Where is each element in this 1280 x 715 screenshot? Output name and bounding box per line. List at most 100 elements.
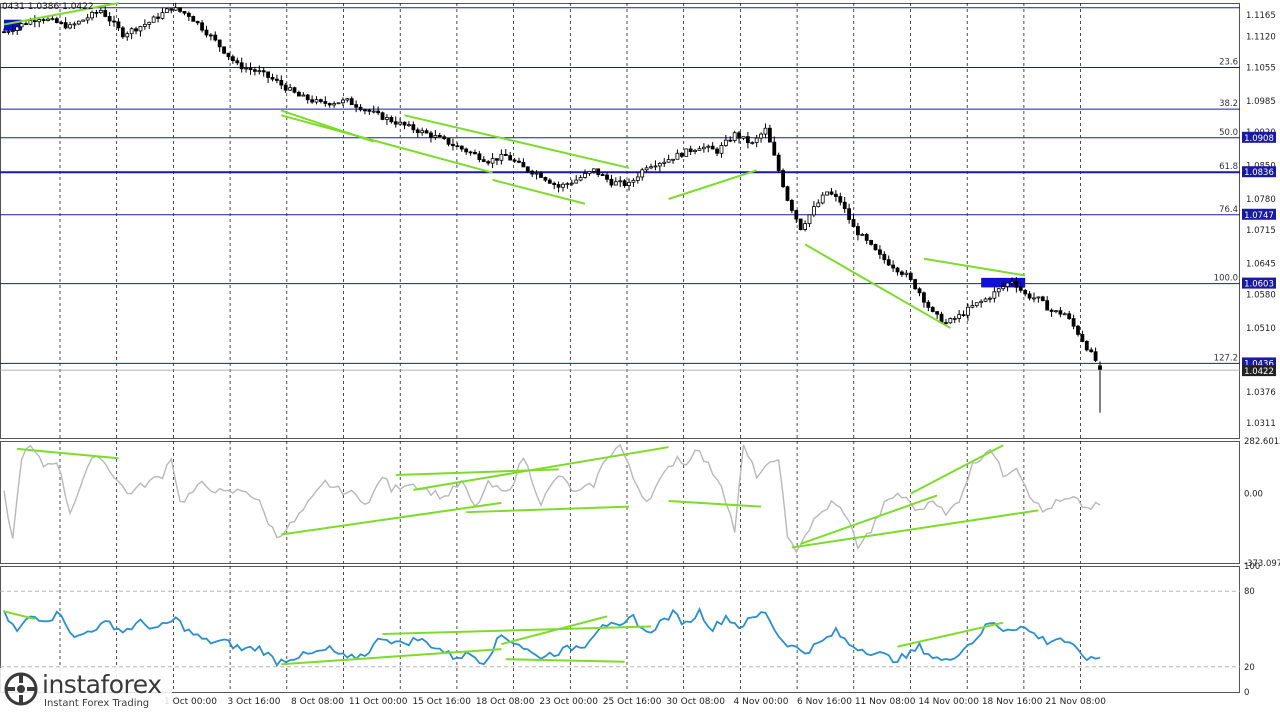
candle-body	[481, 159, 486, 163]
candle-body	[363, 109, 367, 112]
x-tick-label: 18 Nov 16:00	[982, 697, 1043, 707]
x-tick-label: 8 Oct 08:00	[291, 697, 344, 707]
candle-body	[503, 153, 508, 156]
candle-body	[728, 139, 733, 142]
candle-body	[442, 136, 447, 140]
candle-body	[974, 302, 979, 306]
price-y-tick: 1.1165	[1246, 11, 1276, 21]
candle-body	[28, 20, 33, 25]
candle-body	[239, 62, 244, 70]
ohlc-readout: 0431 1.0386 1.0422	[2, 2, 94, 12]
candle-body	[274, 78, 279, 81]
fib-level-label: 61.8	[1219, 162, 1238, 172]
candle-body	[662, 161, 667, 164]
candle-body	[499, 153, 504, 161]
candle-body	[477, 153, 482, 161]
candle-body	[763, 127, 768, 135]
candle-body	[1032, 297, 1036, 300]
cci-divergence-line	[910, 444, 1004, 495]
candle-body	[195, 20, 200, 24]
price-y-tick: 1.1120	[1246, 32, 1276, 42]
candle-body	[776, 154, 781, 171]
candle-body	[279, 80, 284, 86]
candle-body	[825, 191, 830, 196]
rsi-y-tick: 80	[1244, 587, 1255, 597]
candle-body	[917, 288, 922, 294]
candle-body	[222, 46, 226, 54]
price-y-tick: 1.0311	[1246, 419, 1276, 429]
candle-body	[543, 177, 548, 181]
candle-body	[32, 20, 37, 23]
candle-body	[252, 69, 257, 72]
candle-body	[371, 110, 376, 113]
candle-body	[715, 148, 719, 154]
candle-body	[688, 148, 693, 152]
price-divergence-line	[3, 2, 119, 26]
candle-body	[208, 34, 213, 37]
candle-body	[878, 249, 882, 255]
candle-body	[1040, 296, 1045, 302]
candle-body	[671, 158, 675, 161]
candle-body	[415, 129, 420, 134]
candle-body	[539, 172, 543, 178]
candle-body	[723, 139, 728, 146]
x-tick-label: 23 Oct 00:00	[539, 697, 598, 707]
price-pane-frame	[0, 3, 1240, 439]
candle-body	[596, 168, 601, 175]
fib-price-tag-text: 1.0908	[1244, 134, 1274, 144]
candle-body	[1045, 300, 1050, 311]
candle-body	[217, 39, 222, 48]
candle-body	[741, 136, 746, 139]
candle-body	[842, 201, 847, 210]
candle-body	[820, 194, 825, 204]
candle-body	[869, 239, 874, 245]
fib-price-tag	[1242, 357, 1276, 369]
candle-body	[116, 21, 121, 29]
candle-body	[15, 26, 20, 31]
cci-y-tick: -373.0978	[1244, 559, 1280, 569]
cci-divergence-line	[413, 446, 669, 491]
x-tick-label: 6 Nov 16:00	[797, 697, 852, 707]
candle-body	[860, 234, 865, 236]
x-tick-label: 25 Oct 16:00	[603, 697, 662, 707]
candle-body	[732, 132, 737, 141]
candle-body	[327, 103, 332, 106]
candle-body	[72, 23, 77, 26]
candle-body	[490, 158, 495, 164]
candle-body	[525, 166, 530, 172]
candle-body	[81, 19, 86, 22]
candle-body	[1001, 286, 1006, 290]
candle-body	[495, 158, 499, 161]
candle-body	[433, 134, 438, 138]
rsi-pane-frame	[0, 566, 1240, 693]
candle-body	[459, 145, 464, 150]
rsi-divergence-line	[3, 610, 36, 620]
candle-body	[816, 202, 821, 207]
candle-body	[856, 226, 860, 236]
candle-body	[156, 16, 160, 19]
candle-body	[710, 145, 715, 150]
price-divergence-line	[923, 257, 1026, 277]
candle-body	[657, 162, 662, 167]
candle-body	[314, 99, 319, 103]
candle-body	[992, 291, 997, 299]
candle-body	[41, 19, 46, 21]
candle-body	[864, 234, 869, 241]
candle-body	[679, 152, 684, 157]
candle-body	[591, 168, 596, 172]
candle-body	[398, 121, 403, 125]
candle-body	[393, 121, 398, 125]
logo-name: instaforex	[42, 670, 162, 699]
fib-price-tag	[1242, 166, 1276, 178]
candle-body	[829, 191, 834, 195]
candle-body	[1076, 325, 1080, 335]
fib-price-tag-text: 1.0747	[1244, 211, 1274, 221]
fib-price-tag	[1242, 131, 1276, 143]
candle-body	[508, 155, 513, 161]
candle-body	[292, 87, 297, 93]
candle-body	[1018, 286, 1023, 291]
price-divergence-line	[804, 243, 951, 329]
candle-body	[772, 141, 777, 156]
